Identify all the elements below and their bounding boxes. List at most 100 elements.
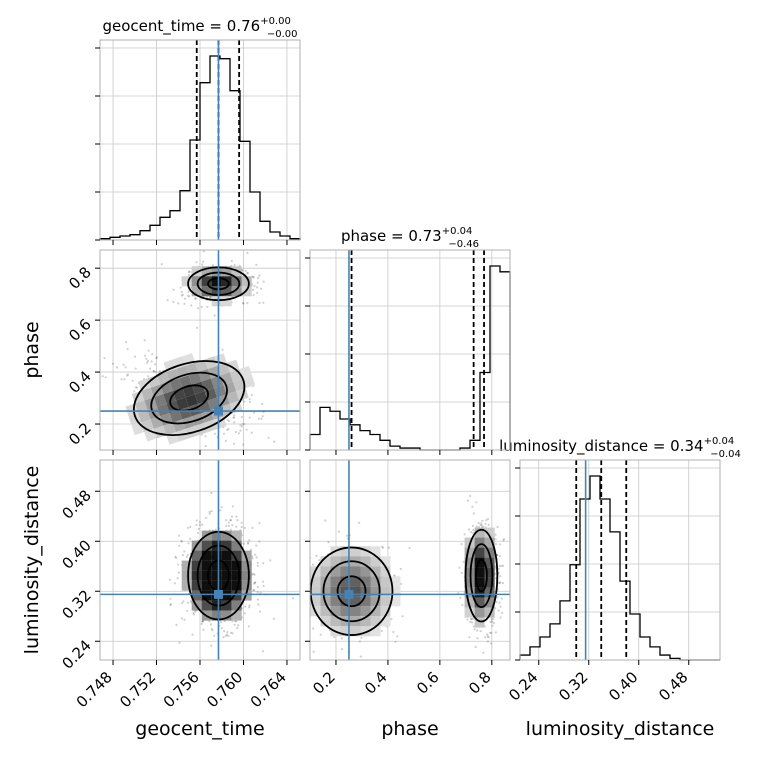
sample-point-2-1 [487, 523, 490, 526]
density-cell-2-1-1 [380, 596, 391, 607]
density-cell-1-0-1 [153, 394, 167, 407]
title-geocent-time: geocent_time = 0.76+0.00 −0.00 [102, 16, 297, 40]
sample-point-1-0 [233, 421, 236, 424]
title-phase-plus: +0.04 [442, 226, 473, 237]
sample-point-1-0 [183, 302, 186, 305]
sample-point-2-1 [394, 640, 397, 643]
density-cell-1-0-1 [176, 397, 189, 411]
sample-point-1-0 [125, 341, 128, 344]
sample-point-2-0 [178, 544, 181, 547]
sample-point-1-0 [143, 339, 146, 342]
density-cell-2-1-1 [330, 556, 341, 567]
density-cell-2-1-1 [320, 556, 331, 567]
density-cell-2-0-0 [211, 570, 222, 581]
sample-point-1-0 [188, 295, 191, 298]
sample-point-2-1 [287, 589, 289, 591]
density-cell-2-1-1 [380, 606, 391, 617]
sample-point-2-1 [306, 569, 308, 571]
sample-point-1-0 [111, 362, 114, 365]
xtick-label-2-2: 0.40 [605, 668, 641, 704]
sample-point-1-0 [255, 263, 258, 266]
xtick-label-1-1: 0.4 [361, 668, 391, 698]
density-cell-1-0-0 [211, 266, 222, 277]
sample-point-1-0 [146, 359, 150, 363]
density-cell-2-1-0 [464, 587, 475, 598]
sample-point-2-1 [337, 530, 341, 533]
sample-point-2-0 [226, 631, 229, 634]
sample-point-2-0 [235, 525, 238, 528]
sample-point-1-0 [257, 276, 260, 280]
density-cell-2-1-1 [330, 606, 341, 617]
density-cell-1-0-1 [169, 378, 183, 392]
xtick-label-1-2: 0.6 [413, 668, 443, 698]
sample-point-1-0 [253, 284, 256, 288]
density-cell-2-1-1 [380, 576, 391, 587]
sample-point-2-0 [208, 510, 211, 514]
sample-point-1-0 [211, 264, 215, 267]
sample-point-2-0 [223, 630, 226, 633]
density-cell-2-1-1 [370, 616, 381, 627]
sample-point-2-0 [209, 623, 213, 626]
density-cell-2-1-1 [330, 586, 341, 597]
density-cell-2-1-1 [360, 546, 371, 557]
density-cell-1-0-0 [211, 286, 222, 297]
density-cell-2-1-0 [484, 527, 495, 538]
sample-point-1-0 [226, 429, 229, 432]
sample-point-2-1 [498, 601, 501, 604]
sample-point-1-0 [158, 370, 161, 373]
xtick-label-2-1: 0.32 [555, 668, 591, 704]
sample-point-2-0 [183, 618, 186, 621]
density-cell-1-0-1 [169, 410, 183, 423]
density-cell-2-1-1 [370, 606, 381, 617]
sample-point-1-0 [222, 432, 225, 435]
density-cell-2-1-0 [474, 567, 485, 578]
sample-point-2-1 [499, 581, 502, 584]
sample-point-2-1 [463, 533, 466, 536]
sample-point-1-0 [180, 290, 183, 293]
sample-point-1-0 [261, 415, 264, 418]
sample-point-2-1 [496, 525, 499, 529]
sample-point-2-1 [494, 631, 497, 634]
sample-point-2-1 [494, 538, 497, 541]
sample-point-2-0 [211, 629, 214, 632]
sample-point-2-1 [486, 640, 489, 643]
sample-point-1-0 [187, 290, 190, 293]
sample-point-1-0 [180, 294, 183, 297]
sample-point-2-0 [256, 585, 259, 589]
density-cell-2-1-0 [474, 607, 485, 618]
histogram-geocent-time [99, 55, 301, 240]
sample-point-2-0 [227, 634, 230, 638]
sample-point-2-1 [482, 525, 485, 528]
sample-point-2-1 [462, 560, 465, 564]
ytick-label-2-1: 0.32 [58, 586, 94, 622]
density-cell-1-0-1 [214, 384, 227, 398]
sample-point-2-1 [498, 581, 501, 584]
title-luminosity-distance: luminosity_distance = 0.34+0.04 −0.04 [499, 436, 741, 460]
density-cell-2-1-1 [330, 616, 341, 627]
sample-point-2-0 [177, 571, 181, 574]
density-cell-2-1-1 [390, 596, 401, 607]
sample-point-2-1 [459, 596, 462, 600]
sample-point-1-0 [122, 363, 125, 366]
density-cell-2-1-1 [340, 546, 351, 557]
sample-point-2-1 [499, 616, 502, 619]
sample-point-2-0 [256, 564, 259, 567]
contour-2-1-0-1 [469, 543, 494, 609]
density-cell-2-1-1 [380, 586, 391, 597]
contour-1-0-1-2 [132, 360, 246, 436]
sample-point-2-0 [235, 515, 238, 518]
sample-point-2-0 [224, 634, 227, 637]
sample-point-2-0 [253, 581, 256, 584]
density-cell-2-1-0 [464, 577, 475, 588]
sample-point-2-1 [476, 637, 479, 640]
density-cell-2-1-1 [380, 556, 391, 567]
sample-point-2-1 [307, 585, 309, 587]
sample-point-2-0 [201, 620, 204, 623]
density-cell-1-0-1 [239, 366, 253, 379]
sample-point-2-1 [294, 571, 296, 573]
sample-point-2-0 [177, 563, 180, 566]
sample-point-1-0 [150, 360, 153, 363]
contour-2-1-0-2 [464, 528, 499, 623]
sample-point-2-1 [466, 618, 469, 621]
density-cell-2-1-1 [370, 556, 381, 567]
